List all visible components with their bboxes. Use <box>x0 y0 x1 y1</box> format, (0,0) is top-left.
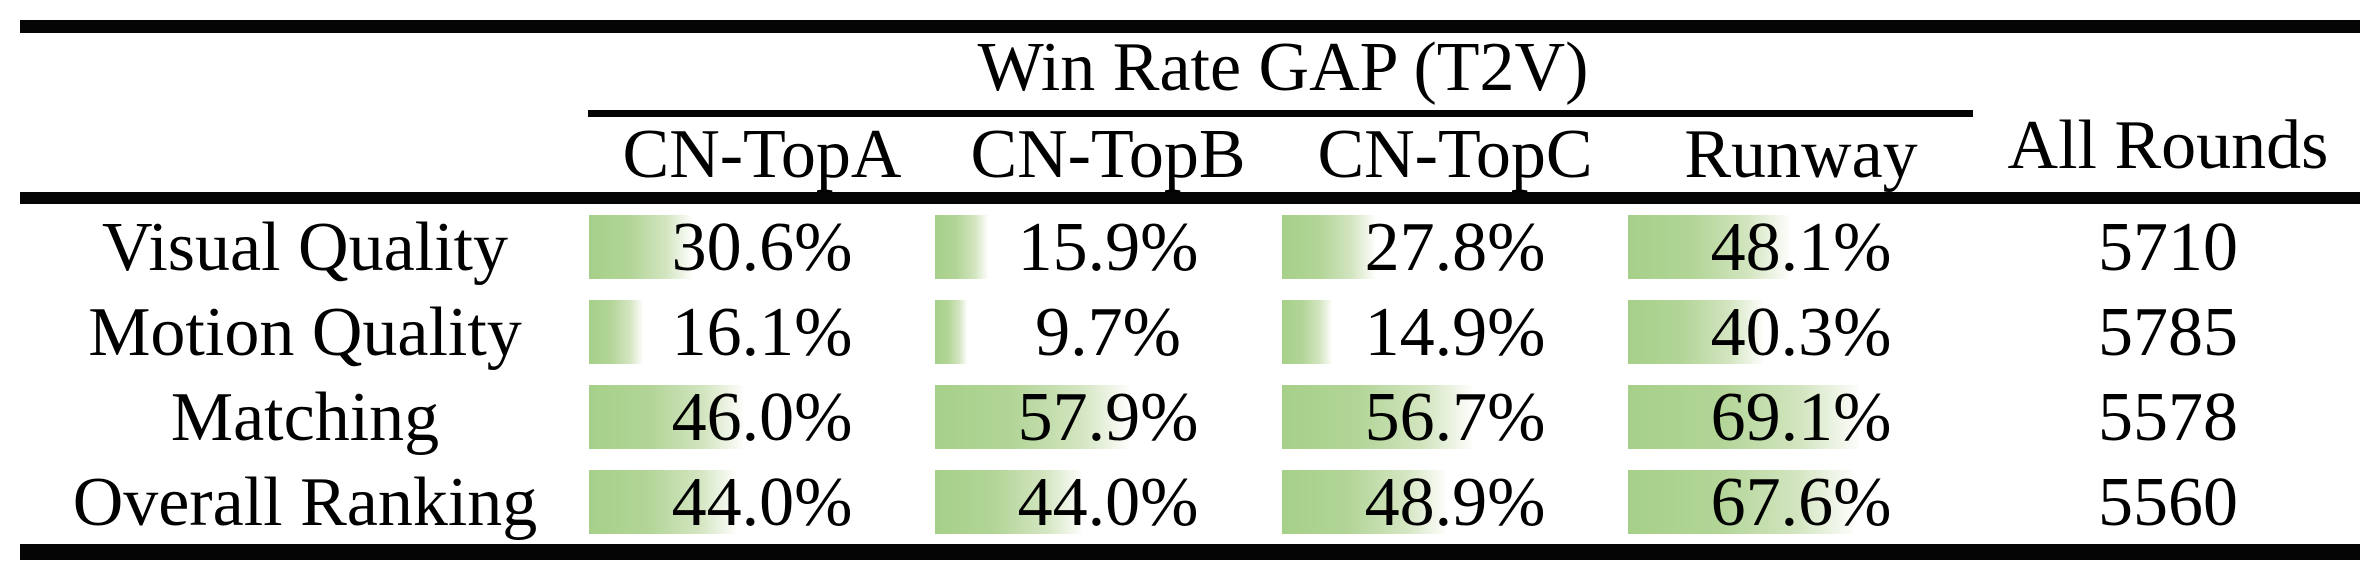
group-header-win-rate-gap: Win Rate GAP (T2V) <box>977 29 1589 106</box>
win-rate-gap-cell: 27.8% <box>1282 205 1628 290</box>
table-row: Visual Quality 30.6% 15.9% 27.8% 48.1% 5710 <box>0 205 2376 290</box>
data-bar <box>589 385 743 449</box>
win-rate-gap-value: 27.8% <box>1364 209 1546 286</box>
top-rule <box>20 20 2360 33</box>
win-rate-gap-cell: 69.1% <box>1628 375 1974 460</box>
win-rate-gap-value: 40.3% <box>1710 294 1892 371</box>
win-rate-gap-value: 14.9% <box>1364 294 1546 371</box>
data-bar <box>1282 300 1332 364</box>
data-bar <box>589 300 643 364</box>
win-rate-gap-value: 48.1% <box>1710 209 1892 286</box>
column-header-runway: Runway <box>1684 116 1918 193</box>
all-rounds-value: 5578 <box>2098 379 2238 456</box>
win-rate-gap-cell: 30.6% <box>589 205 935 290</box>
win-rate-gap-value: 57.9% <box>1017 379 1199 456</box>
win-rate-gap-cell: 15.9% <box>935 205 1281 290</box>
data-bar <box>1628 470 1854 534</box>
row-label: Visual Quality <box>101 209 509 286</box>
all-rounds-cell: 5785 <box>1976 290 2360 375</box>
win-rate-gap-cell: 16.1% <box>589 290 935 375</box>
win-rate-gap-value: 56.7% <box>1364 379 1546 456</box>
win-rate-gap-value: 48.9% <box>1364 464 1546 541</box>
win-rate-gap-cell: 57.9% <box>935 375 1281 460</box>
table-row: Matching 46.0% 57.9% 56.7% 69.1% 5578 <box>0 375 2376 460</box>
win-rate-gap-cell: 56.7% <box>1282 375 1628 460</box>
all-rounds-cell: 5710 <box>1976 205 2360 290</box>
column-header-cn-topb: CN-TopB <box>970 116 1246 193</box>
data-bar <box>1628 215 1789 279</box>
win-rate-gap-cell: 40.3% <box>1628 290 1974 375</box>
win-rate-gap-cell: 46.0% <box>589 375 935 460</box>
all-rounds-value: 5785 <box>2098 294 2238 371</box>
all-rounds-value: 5710 <box>2098 209 2238 286</box>
win-rate-gap-value: 69.1% <box>1710 379 1892 456</box>
data-bar <box>935 215 988 279</box>
header-body-rule <box>20 192 2360 204</box>
win-rate-gap-value: 30.6% <box>671 209 853 286</box>
data-bar <box>1282 215 1375 279</box>
data-bar <box>589 215 692 279</box>
win-rate-gap-value: 15.9% <box>1017 209 1199 286</box>
win-rate-gap-cell: 48.9% <box>1282 460 1628 545</box>
column-header-cn-topa: CN-TopA <box>622 116 902 193</box>
win-rate-gap-value: 44.0% <box>671 464 853 541</box>
win-rate-gap-cell: 44.0% <box>589 460 935 545</box>
table-row: Overall Ranking 44.0% 44.0% 48.9% 67.6% 5560 <box>0 460 2376 545</box>
all-rounds-cell: 5578 <box>1976 375 2360 460</box>
bottom-rule <box>20 544 2360 560</box>
win-rate-gap-value: 67.6% <box>1710 464 1892 541</box>
table-row: Motion Quality 16.1% 9.7% 14.9% 40.3% 5785 <box>0 290 2376 375</box>
row-label: Motion Quality <box>88 294 522 371</box>
win-rate-gap-value: 46.0% <box>671 379 853 456</box>
win-rate-gap-cell: 48.1% <box>1628 205 1974 290</box>
win-rate-gap-value: 44.0% <box>1017 464 1199 541</box>
win-rate-gap-value: 16.1% <box>671 294 853 371</box>
data-bar <box>935 300 967 364</box>
win-rate-gap-cell: 9.7% <box>935 290 1281 375</box>
data-bar <box>589 470 736 534</box>
data-bar <box>1282 470 1446 534</box>
group-header-underline <box>588 110 1973 117</box>
column-header-cn-topc: CN-TopC <box>1317 116 1593 193</box>
all-rounds-cell: 5560 <box>1976 460 2360 545</box>
all-rounds-value: 5560 <box>2098 464 2238 541</box>
win-rate-gap-cell: 67.6% <box>1628 460 1974 545</box>
data-bar <box>1282 385 1472 449</box>
win-rate-gap-cell: 44.0% <box>935 460 1281 545</box>
row-label: Overall Ranking <box>72 464 538 541</box>
data-bar <box>1628 385 1859 449</box>
column-header-all-rounds: All Rounds <box>2007 107 2329 184</box>
data-bar <box>1628 300 1763 364</box>
data-bar <box>935 385 1129 449</box>
data-bar <box>935 470 1082 534</box>
win-rate-gap-value: 9.7% <box>1035 294 1181 371</box>
row-label: Matching <box>170 379 440 456</box>
win-rate-gap-cell: 14.9% <box>1282 290 1628 375</box>
